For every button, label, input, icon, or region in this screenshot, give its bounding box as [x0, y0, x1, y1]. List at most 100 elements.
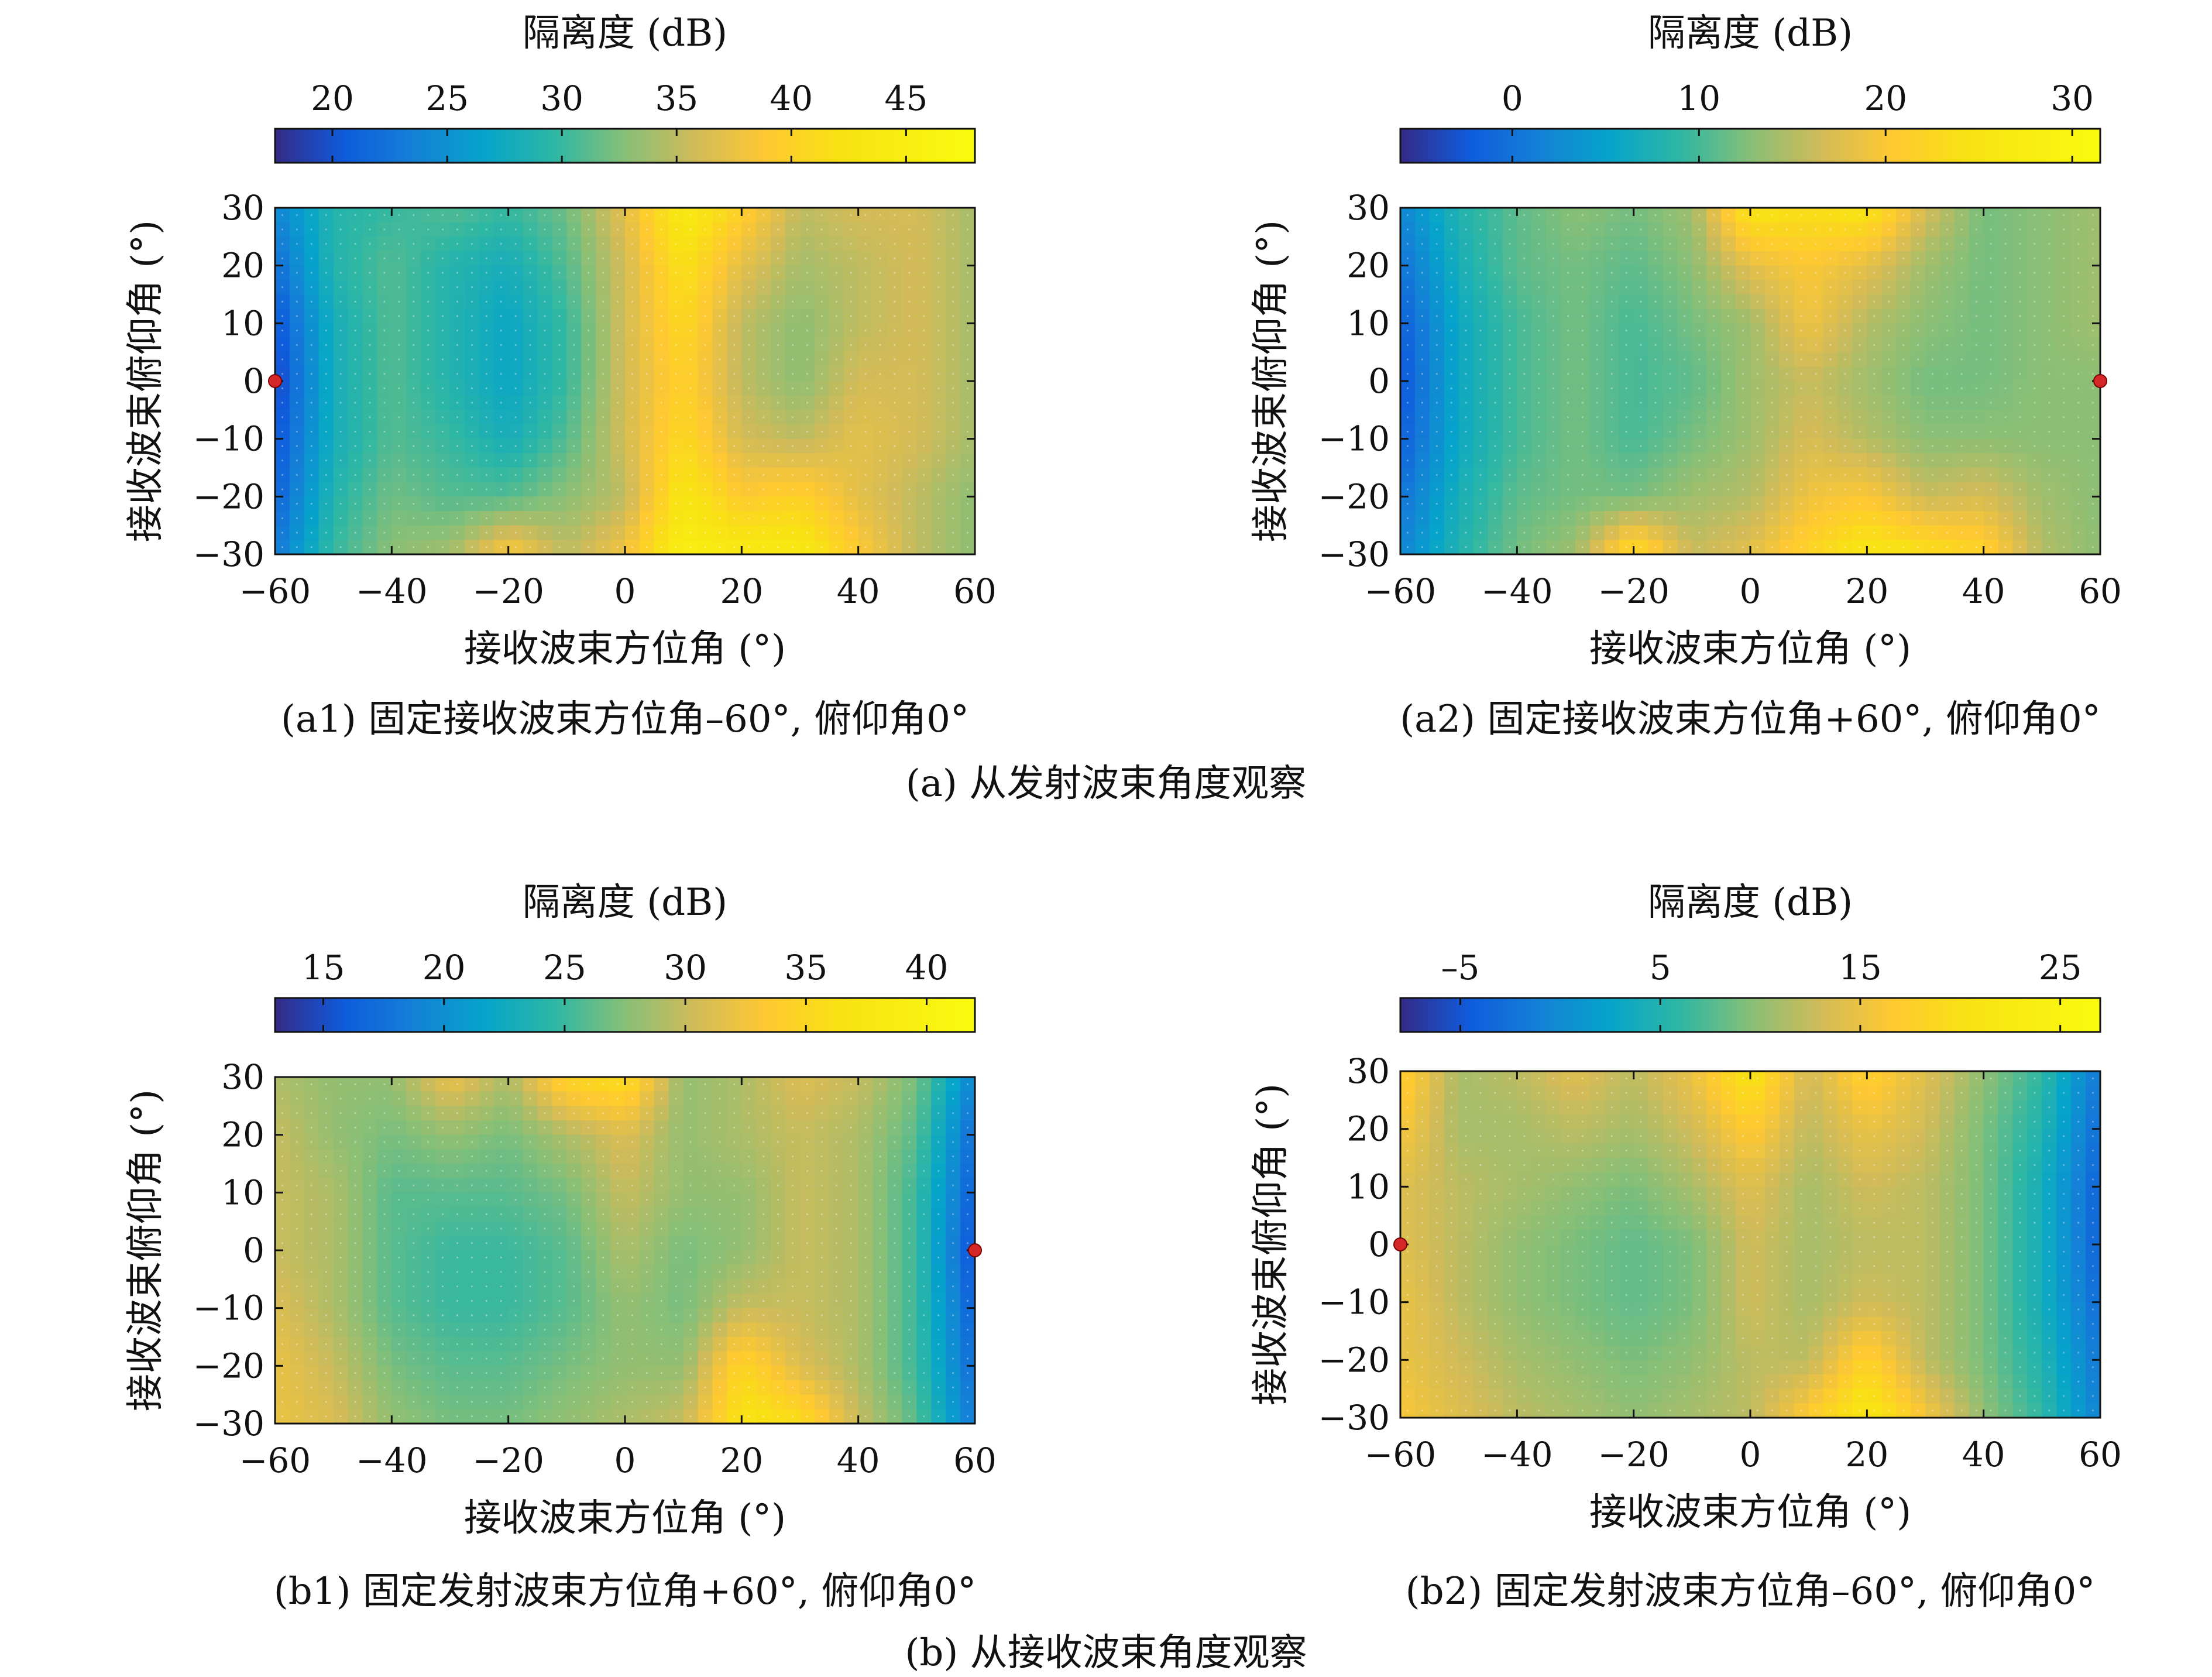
heatmap-cell	[887, 308, 903, 324]
sample-point	[748, 387, 750, 389]
sample-point	[485, 488, 487, 491]
sample-point	[1494, 344, 1496, 346]
sample-point	[383, 531, 386, 534]
sample-point	[1421, 358, 1423, 361]
heatmap-cell	[960, 251, 976, 266]
sample-point	[573, 373, 575, 375]
sample-point	[413, 503, 415, 505]
heatmap-cell	[566, 410, 582, 425]
sample-point	[325, 503, 327, 505]
sample-point	[733, 416, 736, 419]
sample-point	[2091, 373, 2094, 375]
sample-point	[689, 373, 692, 375]
sample-point	[500, 330, 502, 332]
sample-point	[2004, 474, 2007, 476]
heatmap-cell	[756, 251, 771, 266]
sample-point	[514, 228, 517, 231]
sample-point	[383, 517, 386, 519]
sample-point	[456, 402, 459, 404]
sample-point	[937, 416, 940, 419]
heatmap-cell	[916, 294, 932, 310]
sample-point	[544, 546, 546, 548]
sample-point	[1698, 315, 1701, 317]
sample-point	[558, 257, 561, 259]
heatmap-cell	[946, 265, 961, 281]
sample-point	[398, 272, 400, 274]
y-tick-label: 0	[1368, 361, 1390, 401]
sample-point	[1873, 459, 1876, 462]
heatmap-cell	[566, 294, 582, 310]
sample-point	[1990, 344, 1992, 346]
sample-point	[733, 286, 736, 289]
sample-point	[1873, 315, 1876, 317]
sample-point	[354, 315, 356, 317]
sample-point	[529, 416, 531, 419]
sample-point	[719, 344, 721, 346]
heatmap-cell	[552, 265, 568, 281]
sample-point	[1610, 387, 1613, 389]
sample-point	[894, 503, 896, 505]
sample-point	[427, 459, 430, 462]
sample-point	[908, 546, 911, 548]
sample-point	[616, 243, 619, 245]
sample-point	[1538, 459, 1540, 462]
sample-point	[660, 214, 662, 216]
heatmap-cell	[741, 251, 757, 266]
heatmap-cell	[902, 294, 918, 310]
sample-point	[1902, 344, 1905, 346]
sample-point	[441, 344, 444, 346]
sample-point	[544, 257, 546, 259]
sample-point	[1494, 546, 1496, 548]
heatmap-cell	[537, 236, 553, 252]
sample-point	[675, 330, 677, 332]
sample-point	[1902, 315, 1905, 317]
sample-point	[1727, 459, 1730, 462]
sample-point	[1523, 402, 1526, 404]
sample-point	[879, 459, 881, 462]
sample-point	[1625, 330, 1627, 332]
sample-point	[1742, 488, 1744, 491]
sample-point	[1596, 300, 1598, 303]
sample-point	[1523, 373, 1526, 375]
heatmap-cell	[800, 338, 815, 353]
sample-point	[1479, 344, 1482, 346]
sample-point	[296, 503, 298, 505]
sample-point	[675, 402, 677, 404]
sample-point	[835, 315, 837, 317]
sample-point	[441, 300, 444, 303]
sample-point	[558, 373, 561, 375]
sample-point	[1698, 228, 1701, 231]
sample-point	[1960, 546, 1963, 548]
sample-point	[894, 546, 896, 548]
sample-point	[850, 517, 852, 519]
sample-point	[427, 488, 430, 491]
heatmap-cell	[800, 222, 815, 238]
sample-point	[296, 402, 298, 404]
sample-point	[1946, 228, 1948, 231]
sample-point	[2048, 228, 2050, 231]
sample-point	[2091, 531, 2094, 534]
sample-point	[689, 402, 692, 404]
heatmap-cell	[654, 308, 669, 324]
sample-point	[1873, 272, 1876, 274]
sample-point	[602, 531, 604, 534]
sample-point	[2034, 344, 2036, 346]
sample-point	[2091, 503, 2094, 505]
sample-point	[339, 503, 342, 505]
sample-point	[602, 474, 604, 476]
sample-point	[719, 474, 721, 476]
sample-point	[733, 373, 736, 375]
sample-point	[2091, 272, 2094, 274]
sample-point	[310, 272, 312, 274]
sample-point	[1684, 387, 1686, 389]
sample-point	[1509, 445, 1511, 447]
sample-point	[1610, 330, 1613, 332]
sample-point	[1523, 445, 1526, 447]
sample-point	[704, 445, 706, 447]
sample-point	[952, 228, 954, 231]
heatmap-cell	[304, 381, 320, 396]
sample-point	[748, 373, 750, 375]
sample-point	[544, 531, 546, 534]
sample-point	[762, 214, 765, 216]
heatmap-cell	[450, 410, 465, 425]
